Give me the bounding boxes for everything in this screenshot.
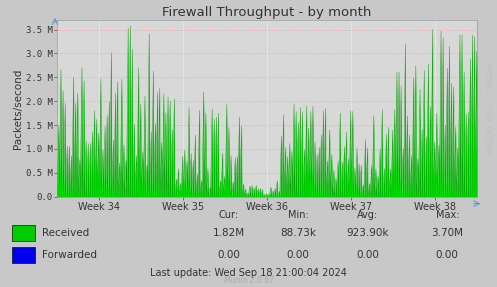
Text: 0.00: 0.00 xyxy=(217,250,240,260)
Text: Munin 2.0.67: Munin 2.0.67 xyxy=(224,276,273,285)
Text: Max:: Max: xyxy=(435,210,459,220)
Text: Min:: Min: xyxy=(288,210,309,220)
Title: Firewall Throughput - by month: Firewall Throughput - by month xyxy=(163,6,372,19)
Y-axis label: Packets/second: Packets/second xyxy=(13,68,23,149)
Text: 1.82M: 1.82M xyxy=(213,228,245,238)
Text: Last update: Wed Sep 18 21:00:04 2024: Last update: Wed Sep 18 21:00:04 2024 xyxy=(150,267,347,278)
Text: 0.00: 0.00 xyxy=(436,250,459,260)
Text: Avg:: Avg: xyxy=(357,210,378,220)
Text: 0.00: 0.00 xyxy=(287,250,310,260)
Text: 0.00: 0.00 xyxy=(356,250,379,260)
Text: Cur:: Cur: xyxy=(219,210,239,220)
Text: Received: Received xyxy=(42,228,89,238)
Text: 3.70M: 3.70M xyxy=(431,228,463,238)
Text: RRDTOOL / TOBI OETIKER: RRDTOOL / TOBI OETIKER xyxy=(485,62,491,156)
Bar xyxy=(12,247,35,263)
Text: 923.90k: 923.90k xyxy=(346,228,389,238)
Text: 88.73k: 88.73k xyxy=(280,228,316,238)
Text: Forwarded: Forwarded xyxy=(42,250,97,260)
Bar xyxy=(12,225,35,241)
